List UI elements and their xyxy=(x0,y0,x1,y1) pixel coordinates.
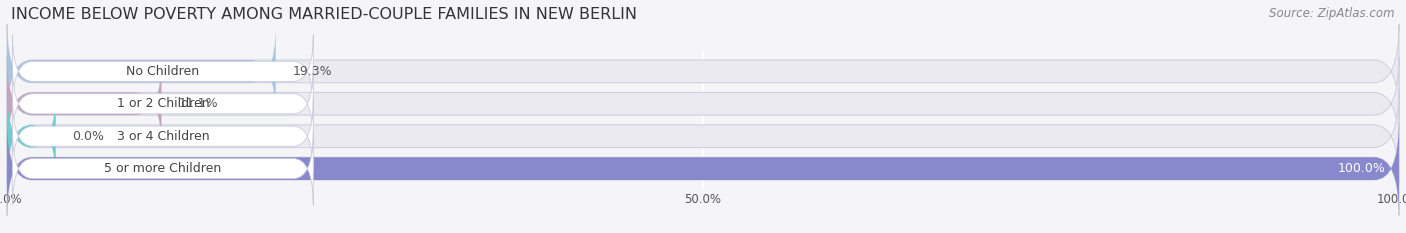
FancyBboxPatch shape xyxy=(7,57,1399,151)
FancyBboxPatch shape xyxy=(13,132,314,205)
FancyBboxPatch shape xyxy=(7,89,1399,183)
FancyBboxPatch shape xyxy=(13,67,314,140)
Text: 100.0%: 100.0% xyxy=(1337,162,1385,175)
Text: 1 or 2 Children: 1 or 2 Children xyxy=(117,97,209,110)
Text: 3 or 4 Children: 3 or 4 Children xyxy=(117,130,209,143)
FancyBboxPatch shape xyxy=(7,89,56,183)
FancyBboxPatch shape xyxy=(7,24,1399,118)
FancyBboxPatch shape xyxy=(13,99,314,173)
Text: 19.3%: 19.3% xyxy=(292,65,332,78)
FancyBboxPatch shape xyxy=(13,35,314,108)
Text: 11.1%: 11.1% xyxy=(179,97,218,110)
Text: 5 or more Children: 5 or more Children xyxy=(104,162,222,175)
Text: INCOME BELOW POVERTY AMONG MARRIED-COUPLE FAMILIES IN NEW BERLIN: INCOME BELOW POVERTY AMONG MARRIED-COUPL… xyxy=(11,7,637,22)
Text: 0.0%: 0.0% xyxy=(73,130,104,143)
Text: No Children: No Children xyxy=(127,65,200,78)
FancyBboxPatch shape xyxy=(7,57,162,151)
Text: Source: ZipAtlas.com: Source: ZipAtlas.com xyxy=(1270,7,1395,20)
FancyBboxPatch shape xyxy=(7,24,276,118)
FancyBboxPatch shape xyxy=(7,122,1399,216)
FancyBboxPatch shape xyxy=(7,122,1399,216)
